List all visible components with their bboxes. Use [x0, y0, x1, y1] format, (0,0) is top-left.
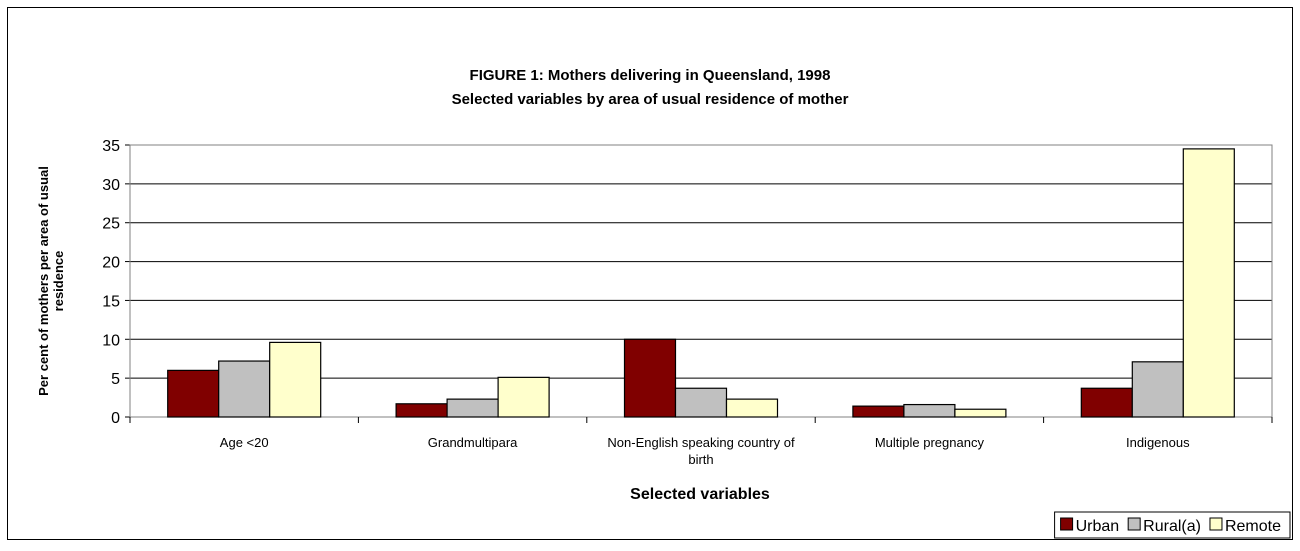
bar [674, 387, 728, 418]
y-tick-label: 10 [102, 332, 120, 349]
legend-swatch [1060, 517, 1074, 531]
x-tick-label: Indigenous [1126, 435, 1190, 450]
legend-label: Rural(a) [1143, 518, 1201, 535]
bar [446, 398, 499, 418]
x-tick-label: Multiple pregnancy [875, 435, 985, 450]
chart-title: FIGURE 1: Mothers delivering in Queensla… [470, 67, 831, 84]
x-tick-label: Age <20 [220, 435, 269, 450]
y-tick-label: 30 [102, 177, 120, 194]
y-tick-label: 5 [111, 371, 120, 388]
x-tick-label: Grandmultipara [428, 435, 518, 450]
bar [903, 403, 956, 418]
bar [1131, 361, 1184, 418]
legend: Urban Rural(a) Remote [1054, 511, 1291, 539]
legend-swatch [1209, 517, 1223, 531]
bar [395, 403, 448, 418]
bar [497, 376, 550, 418]
legend-label: Urban [1076, 518, 1120, 535]
y-tick-label: 35 [102, 138, 120, 155]
y-tick-label: 0 [111, 410, 120, 427]
bar [623, 338, 677, 418]
bar [852, 405, 905, 418]
legend-swatch [1127, 517, 1141, 531]
legend-box [1054, 511, 1291, 539]
bar [167, 369, 220, 418]
bar [269, 341, 322, 418]
y-tick-label: 15 [102, 293, 120, 310]
chart-subtitle: Selected variables by area of usual resi… [452, 91, 849, 108]
y-axis-label: Per cent of mothers per area of usualres… [36, 166, 66, 396]
legend-label: Remote [1225, 518, 1281, 535]
y-tick-label: 25 [102, 216, 120, 233]
bar [218, 360, 271, 418]
bar [1080, 387, 1133, 418]
x-tick-label: Non-English speaking country of birth [607, 435, 795, 467]
x-axis-label: Selected variables [630, 486, 770, 503]
chart-border [7, 7, 1293, 540]
y-tick-label: 20 [102, 255, 120, 272]
bar [954, 408, 1007, 418]
bar [725, 398, 779, 418]
bar [1182, 148, 1235, 418]
